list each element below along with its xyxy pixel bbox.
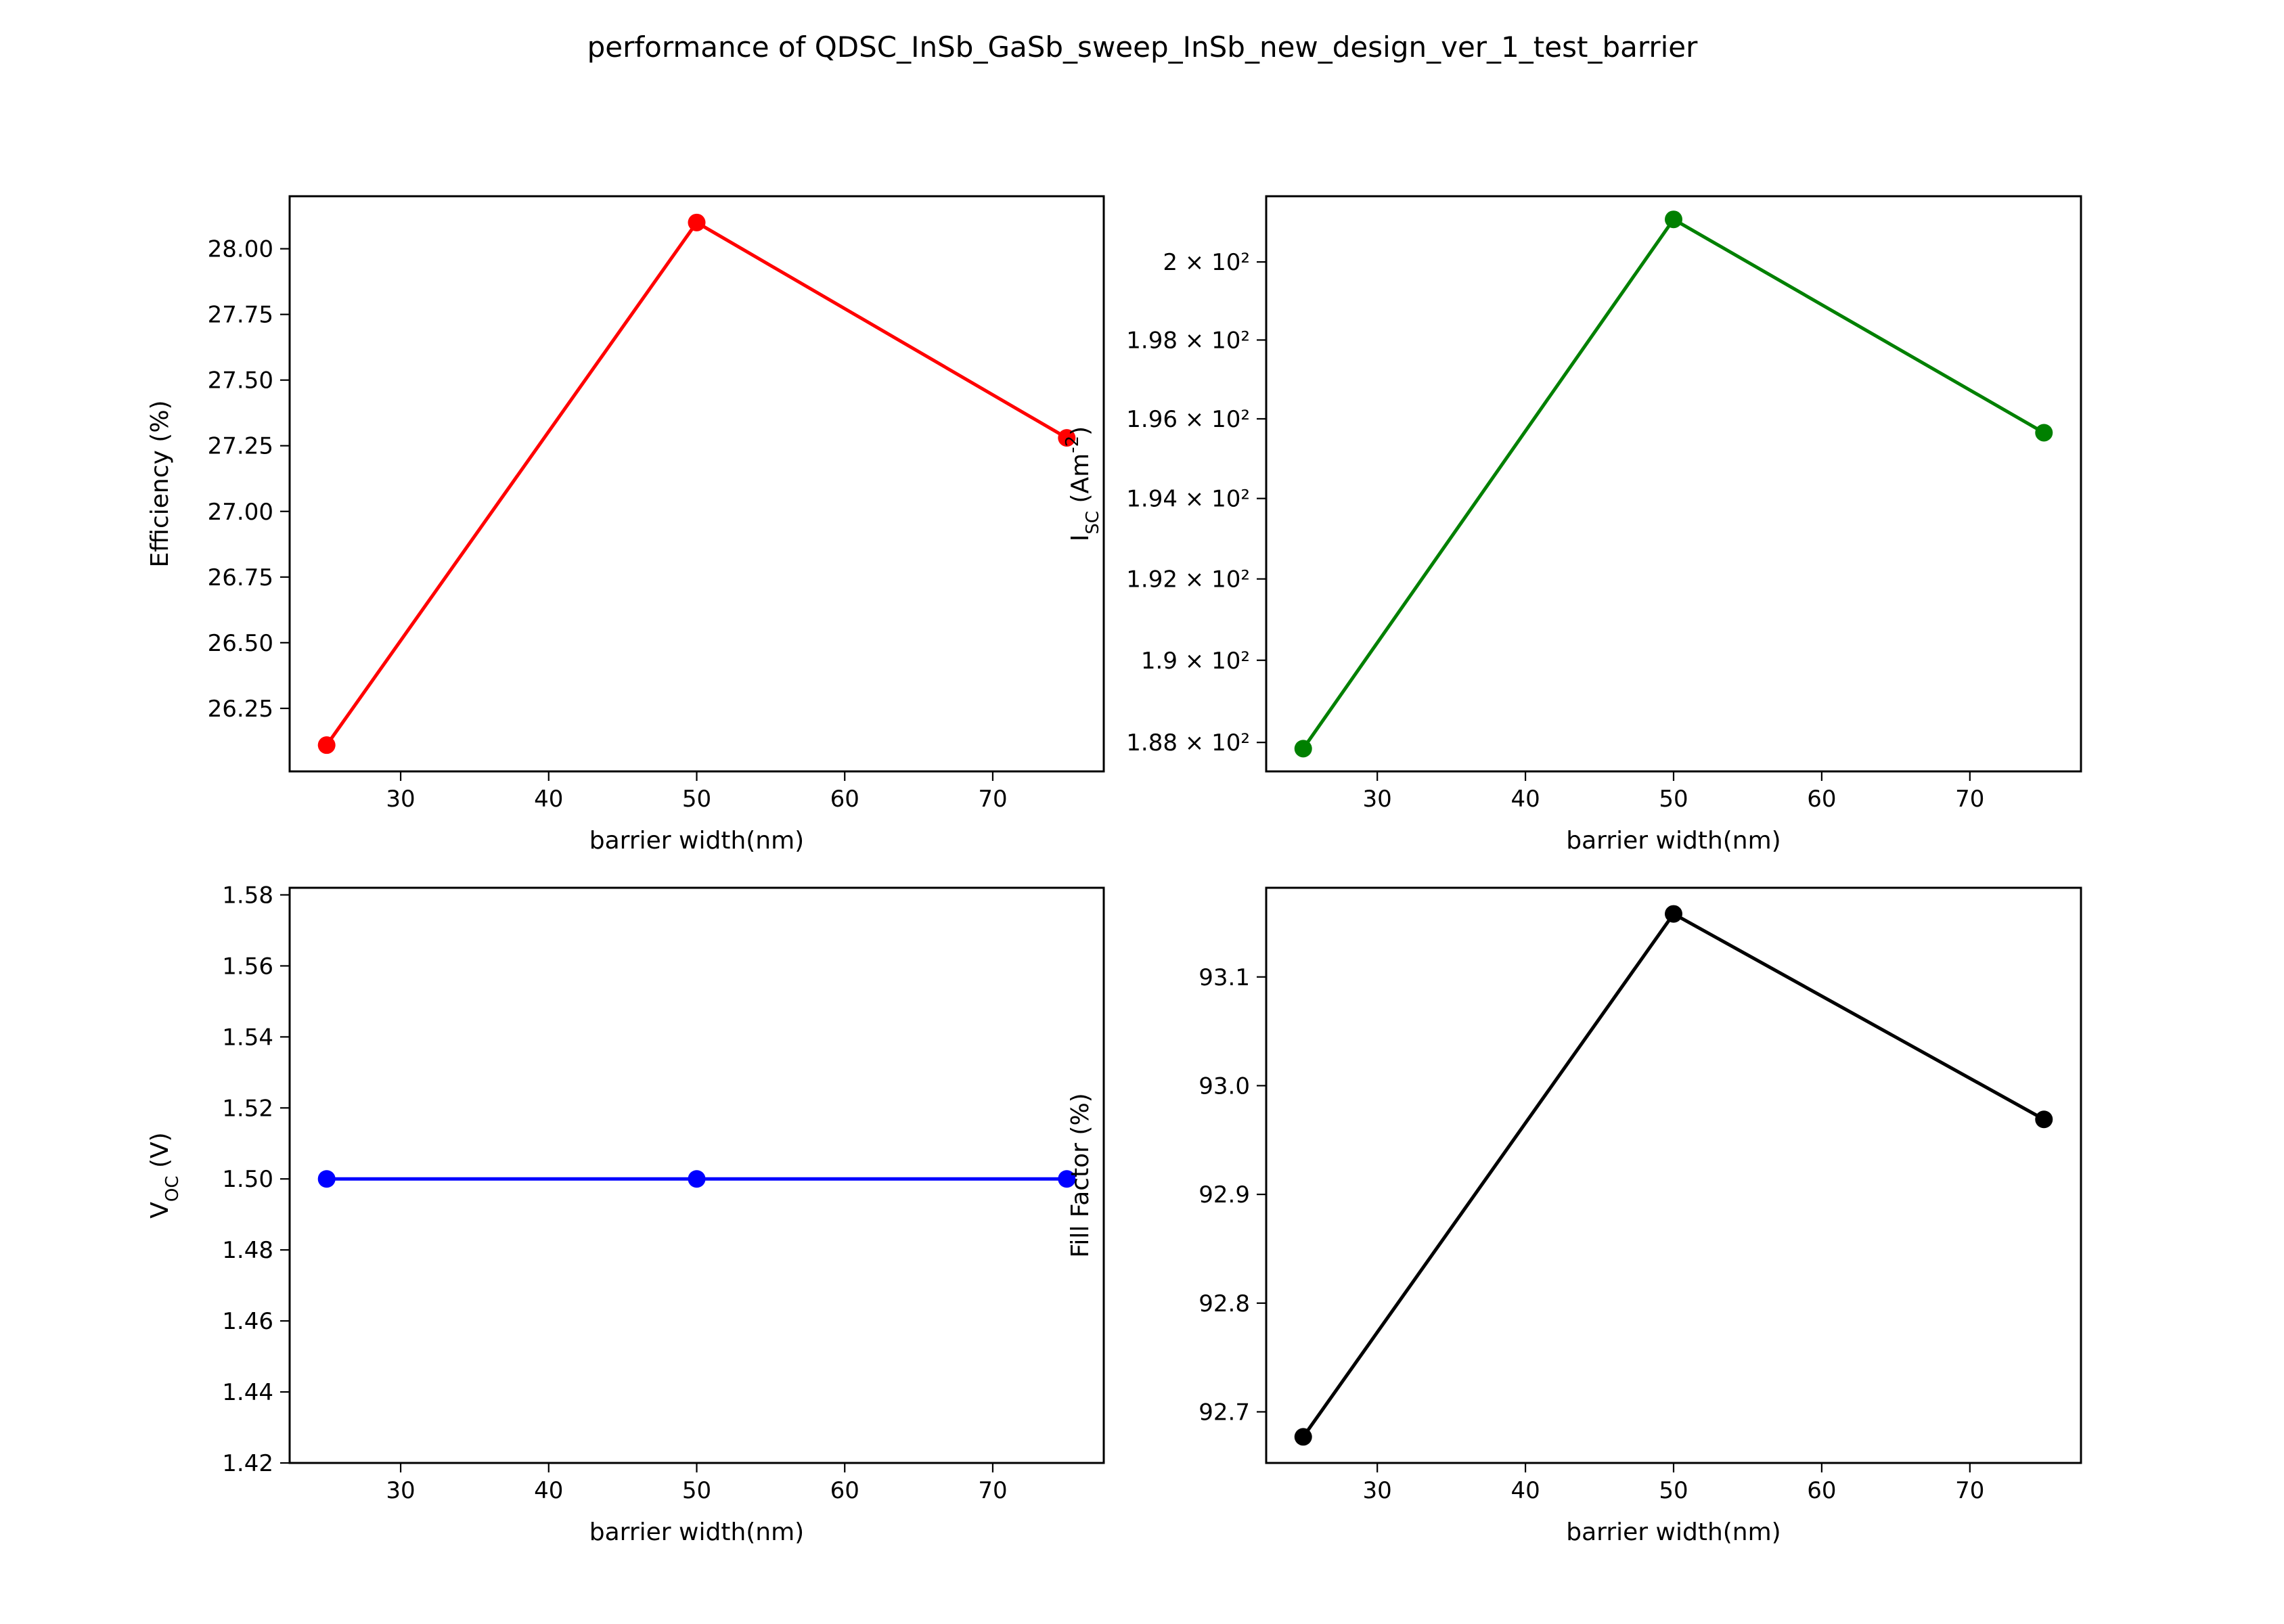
data-point [317,736,336,754]
series-line [1301,217,2045,750]
x-tick-label: 50 [682,786,711,813]
series-line [325,221,1068,746]
x-tick-label: 60 [830,1477,859,1504]
y-tick-label: 92.7 [1199,1399,1250,1426]
y-tick-label: 93.1 [1199,964,1250,991]
data-point [317,1170,336,1188]
chart-fill-factor: 30 40 50 60 70 92.7 92.8 92.9 93.0 93.1 barrier wi… [1067,886,2082,1546]
y-tick-label: 27.50 [208,367,273,394]
y-tick-label: 26.75 [208,564,273,591]
y-tick-label: 1.9 × 10² [1141,648,1250,675]
data-point [2035,424,2053,442]
x-tick-label: 40 [534,1477,563,1504]
y-tick-label: 1.96 × 10² [1126,406,1250,433]
chart-isc: 30 40 50 60 70 1.88 × 10² 1.9 × 10² 1.92 × 10² 1… [1062,195,2082,855]
x-tick-label: 60 [830,786,859,813]
y-tick-label: 1.56 [222,953,273,980]
chart-voc: 30 40 50 60 70 1.42 1.44 1.46 1.48 1.50 1.52 1.54 1.… [146,882,1105,1546]
x-tick-label: 40 [534,786,563,813]
y-tick-label: 28.00 [208,236,273,263]
plot-frame [288,195,1105,773]
x-tick-label: 70 [978,786,1007,813]
x-axis-label: barrier width(nm) [589,827,804,855]
plot-frame [288,886,1105,1464]
x-tick-label: 30 [1363,1477,1392,1504]
x-tick-label: 30 [386,786,415,813]
y-tick-label: 92.9 [1199,1181,1250,1209]
x-tick-label: 70 [1955,1477,1984,1504]
data-point [1294,1428,1312,1446]
x-tick-label: 40 [1510,1477,1540,1504]
y-tick-label: 26.25 [208,696,273,723]
data-point [1294,740,1312,758]
x-tick-label: 50 [682,1477,711,1504]
figure-title: performance of QDSC_InSb_GaSb_sweep_InSb… [587,30,1699,64]
y-tick-label: 1.50 [222,1166,273,1193]
y-tick-label: 93.0 [1199,1073,1250,1100]
y-axis-label: Efficiency (%) [146,400,174,567]
y-tick-label: 2 × 10² [1163,249,1250,276]
x-axis-label: barrier width(nm) [589,1518,804,1546]
y-tick-label: 1.42 [222,1450,273,1477]
y-tick-label: 1.54 [222,1024,273,1051]
x-tick-label: 60 [1807,1477,1836,1504]
y-tick-label: 1.98 × 10² [1126,327,1250,354]
x-tick-label: 30 [386,1477,415,1504]
y-axis-label: ISC (Am-2) [1062,426,1103,541]
data-point [2035,1110,2053,1129]
y-tick-label: 1.88 × 10² [1126,729,1250,757]
y-tick-label: 1.46 [222,1308,273,1335]
y-tick-label: 1.44 [222,1379,273,1406]
y-tick-label: 27.75 [208,302,273,329]
y-tick-label: 1.94 × 10² [1126,486,1250,513]
x-tick-label: 50 [1659,786,1688,813]
data-point [688,1170,706,1188]
plot-frame [1265,886,2082,1464]
data-point [1665,905,1682,923]
y-tick-label: 92.8 [1199,1290,1250,1317]
x-tick-label: 30 [1363,786,1392,813]
y-axis-label: VOC (V) [146,1132,183,1218]
x-axis-label: barrier width(nm) [1566,1518,1781,1546]
x-tick-label: 70 [1955,786,1984,813]
x-tick-label: 70 [978,1477,1007,1504]
x-tick-label: 50 [1659,1477,1688,1504]
chart-efficiency: 30 40 50 60 70 26.25 26.50 26.75 27.00 27.25 27.50… [146,195,1105,855]
y-axis-label: Fill Factor (%) [1067,1093,1094,1257]
y-tick-label: 1.48 [222,1237,273,1264]
y-tick-label: 1.58 [222,882,273,909]
y-tick-label: 27.25 [208,433,273,460]
data-point [1058,1170,1076,1188]
x-tick-label: 60 [1807,786,1836,813]
data-point [1665,210,1682,229]
series-line [1301,912,2045,1438]
y-tick-label: 26.50 [208,630,273,657]
y-tick-label: 1.92 × 10² [1126,566,1250,593]
x-tick-label: 40 [1510,786,1540,813]
plot-frame [1265,195,2082,773]
y-tick-label: 27.00 [208,499,273,526]
x-axis-label: barrier width(nm) [1566,827,1781,855]
y-tick-label: 1.52 [222,1095,273,1122]
data-point [1058,429,1076,447]
data-point [688,213,706,231]
